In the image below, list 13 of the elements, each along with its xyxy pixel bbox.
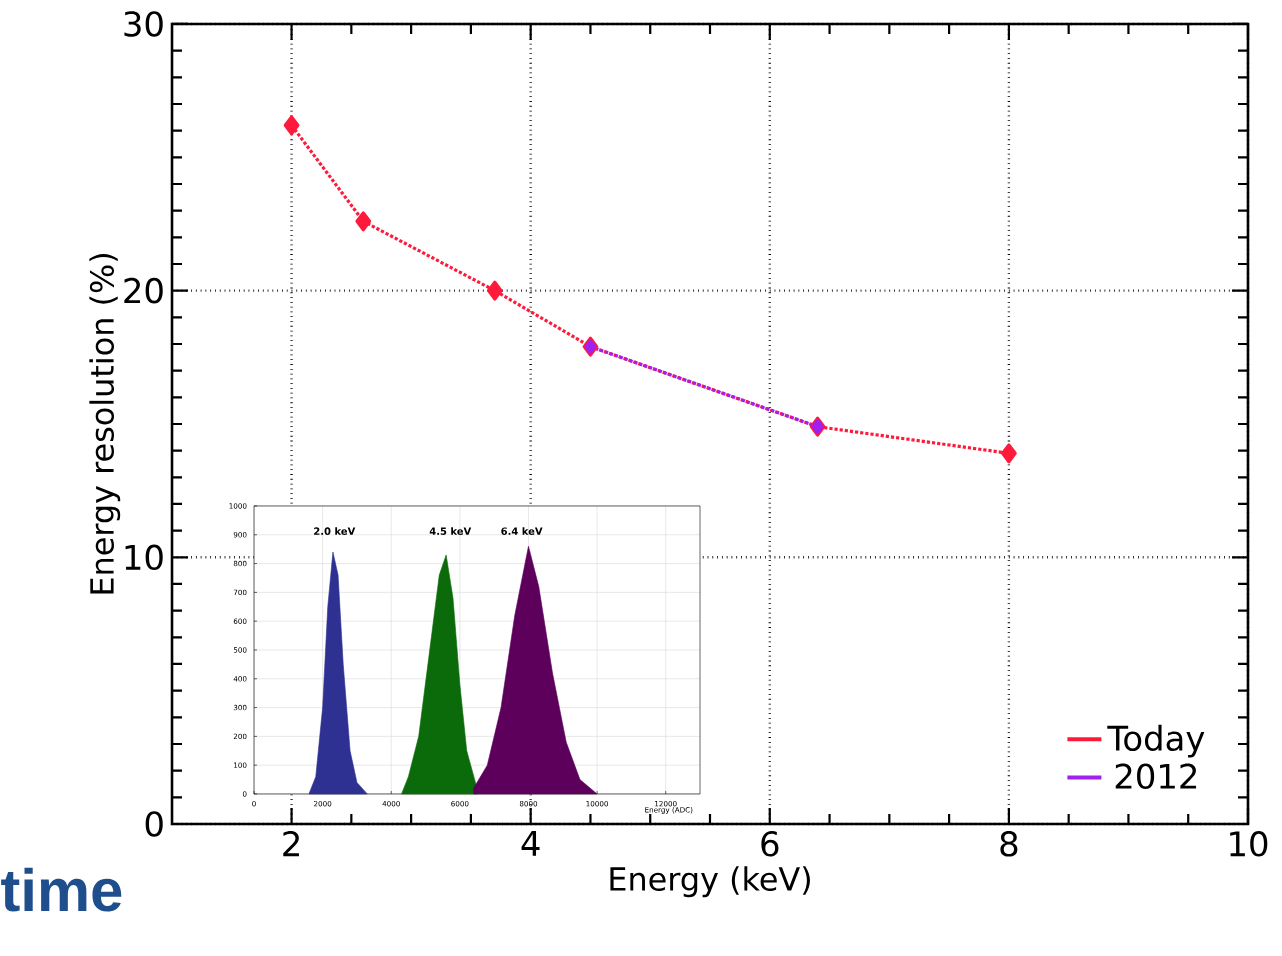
x-tick-label: 10: [1230, 831, 1268, 857]
x-tick-label: 2: [283, 831, 299, 857]
y-tick-label: 30: [124, 11, 163, 37]
y-tick-label: 10: [125, 544, 163, 571]
text: time: [1, 867, 122, 912]
x-axis-title: Energy (keV): [610, 866, 810, 898]
x-tick-label: 8: [1000, 831, 1018, 857]
y-tick-label: 20: [124, 277, 163, 304]
x-tick-label: 4: [521, 831, 540, 856]
x-tick-label: 6: [761, 831, 779, 857]
y-axis-title: Energy resolution (%): [89, 254, 121, 594]
legend-label: Today: [1107, 724, 1205, 758]
legend-label: 2012: [1115, 763, 1197, 790]
